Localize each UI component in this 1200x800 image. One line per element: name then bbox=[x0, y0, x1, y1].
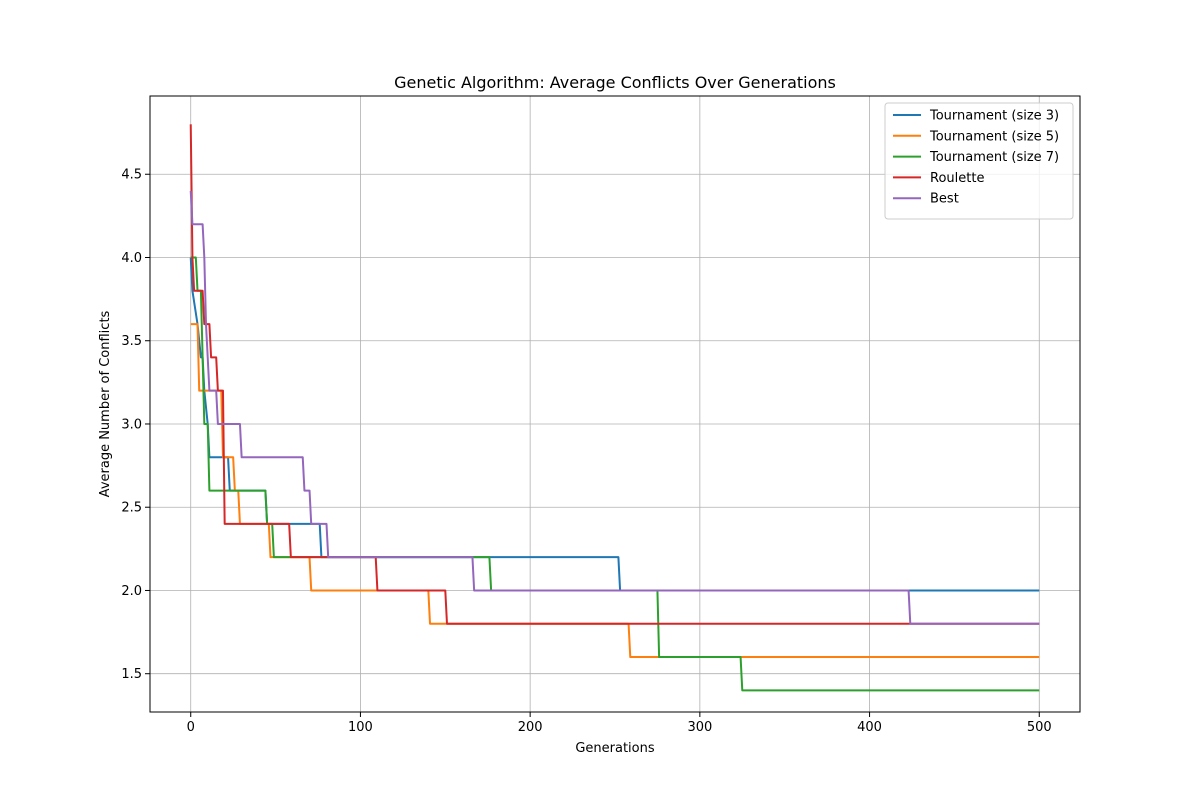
x-tick-label: 100 bbox=[348, 720, 373, 735]
legend-label-roulette: Roulette bbox=[930, 171, 984, 186]
y-axis: 1.5 2.0 2.5 3.0 3.5 4.0 4.5 bbox=[121, 168, 150, 682]
x-tick-label: 400 bbox=[857, 720, 882, 735]
legend: Tournament (size 3) Tournament (size 5) To… bbox=[884, 102, 1074, 220]
y-tick-label: 1.5 bbox=[121, 667, 142, 682]
y-tick-label: 4.5 bbox=[121, 168, 142, 183]
grid-layer bbox=[150, 96, 1080, 712]
x-tick-label: 200 bbox=[518, 720, 543, 735]
y-axis-title: Average Number of Conflicts bbox=[98, 310, 113, 497]
x-tick-label: 500 bbox=[1027, 720, 1052, 735]
y-tick-label: 2.5 bbox=[121, 501, 142, 516]
x-axis-title: Generations bbox=[575, 741, 655, 756]
y-tick-label: 3.5 bbox=[121, 334, 142, 349]
x-tick-label: 300 bbox=[687, 720, 712, 735]
legend-label-best: Best bbox=[930, 192, 959, 207]
series-line-roulette bbox=[189, 124, 1040, 625]
plot-frame bbox=[149, 95, 1081, 713]
series-line-best bbox=[189, 190, 1040, 625]
x-axis: 0 100 200 300 400 500 bbox=[187, 712, 1052, 735]
legend-label-tournament-size-3: Tournament (size 3) bbox=[929, 109, 1059, 124]
chart-title: Genetic Algorithm: Average Conflicts Ove… bbox=[394, 73, 836, 92]
y-tick-label: 3.0 bbox=[121, 417, 142, 432]
y-tick-label: 2.0 bbox=[121, 584, 142, 599]
y-tick-label: 4.0 bbox=[121, 251, 142, 266]
legend-label-tournament-size-5: Tournament (size 5) bbox=[929, 129, 1059, 144]
legend-label-tournament-size-7: Tournament (size 7) bbox=[929, 150, 1059, 165]
legend-box bbox=[884, 102, 1074, 220]
series-layer bbox=[189, 124, 1040, 692]
x-tick-label: 0 bbox=[187, 720, 195, 735]
